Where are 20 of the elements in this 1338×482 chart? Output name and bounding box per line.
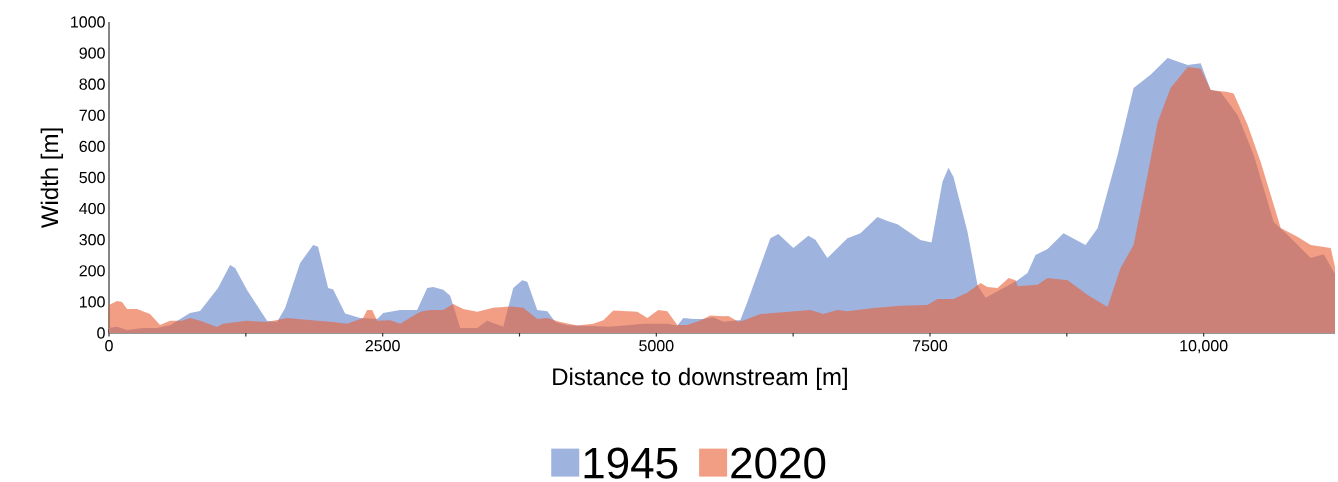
x-tick-label: 2500 xyxy=(365,340,400,352)
y-tick-label: 100 xyxy=(80,296,105,308)
x-axis-title: Distance to downstream [m] xyxy=(553,367,847,391)
y-tick-label: 200 xyxy=(79,265,105,277)
legend-label: 1945 xyxy=(584,447,678,479)
y-tick-label: 1000 xyxy=(71,16,105,28)
y-tick-label: 500 xyxy=(79,171,105,184)
x-tick-label: 7500 xyxy=(913,340,948,352)
y-axis-title: Width [m] xyxy=(40,128,64,229)
x-tick-label: 5000 xyxy=(639,340,674,352)
x-tick-label: 10,000 xyxy=(1180,340,1228,354)
legend-label: 2020 xyxy=(731,447,826,479)
y-tick-label: 0 xyxy=(97,327,105,339)
y-tick-label: 400 xyxy=(79,202,105,215)
y-tick-label: 700 xyxy=(79,109,105,121)
y-tick-label: 900 xyxy=(79,47,105,59)
y-tick-label: 800 xyxy=(79,78,105,90)
y-tick-label: 600 xyxy=(79,140,105,153)
x-tick-label: 0 xyxy=(105,340,113,352)
y-tick-label: 300 xyxy=(79,234,105,246)
